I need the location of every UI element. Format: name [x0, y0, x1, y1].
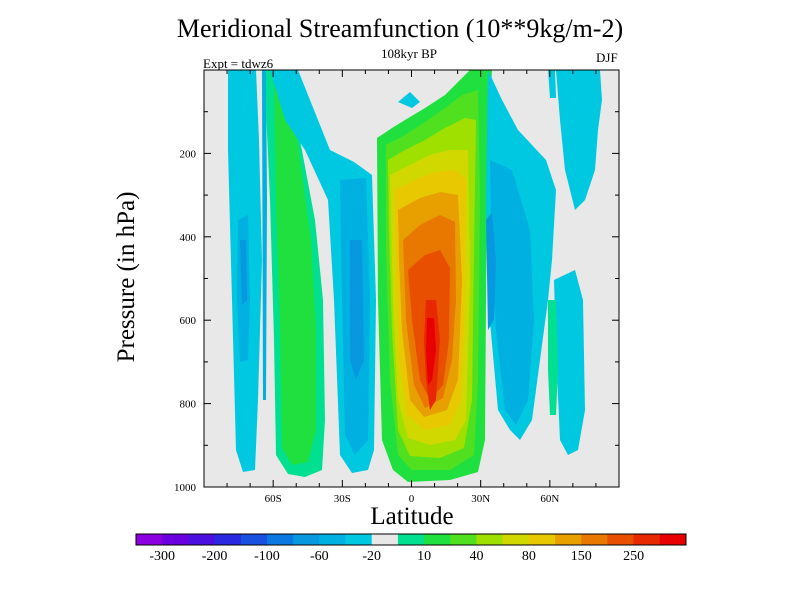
chart-title: Meridional Streamfunction (10**9kg/m-2) — [176, 14, 624, 43]
colorbar-label: -100 — [254, 549, 280, 564]
colorbar-swatch — [450, 534, 477, 545]
colorbar-swatch — [528, 534, 556, 545]
colorbar-label: 80 — [522, 549, 536, 564]
y-axis-ticks: 200 400 600 800 1000 — [174, 111, 619, 494]
colorbar-swatch — [581, 534, 608, 545]
y-tick-label: 400 — [180, 232, 197, 244]
colorbar-swatch — [214, 534, 242, 545]
colorbar-swatch — [397, 534, 425, 545]
x-axis-ticks: 60S 30S 0 30N 60N — [226, 70, 597, 505]
stripe-south — [262, 70, 267, 400]
colorbar-label: -20 — [362, 549, 381, 564]
colorbar-swatch — [293, 534, 320, 545]
y-tick-label: 600 — [180, 315, 197, 327]
colorbar-swatch — [188, 534, 216, 545]
colorbar-swatch — [502, 534, 530, 545]
cell-south-sub-core2 — [350, 240, 364, 380]
cell-south-mid-core — [274, 80, 316, 465]
colorbar-label: 150 — [571, 549, 592, 564]
colorbar-label: 40 — [469, 549, 483, 564]
colorbar-label: 250 — [623, 549, 644, 564]
x-axis-label: Latitude — [370, 503, 454, 530]
cell-north-high — [556, 70, 602, 210]
colorbar-label: 10 — [417, 549, 431, 564]
colorbar-swatch — [555, 534, 582, 545]
colorbar-swatch — [371, 534, 399, 545]
y-tick-label: 800 — [180, 399, 197, 411]
colorbar-swatch — [162, 534, 189, 545]
cell-north-sub-core2 — [486, 212, 496, 330]
colorbar-frame — [135, 533, 687, 546]
contour-fields — [228, 70, 602, 482]
colorbar-swatch — [345, 534, 373, 545]
colorbar-label: -60 — [310, 549, 329, 564]
colorbar-swatch — [476, 534, 504, 545]
x-tick-label: 30N — [471, 493, 490, 505]
colorbar-swatch — [240, 534, 268, 545]
x-tick-label: 60N — [540, 493, 559, 505]
cell-north-high-positive — [548, 300, 558, 415]
season-label: DJF — [596, 50, 618, 65]
colorbar-swatch — [607, 534, 635, 545]
colorbar-swatch — [659, 534, 687, 545]
y-tick-label: 200 — [180, 148, 197, 160]
x-tick-label: 60S — [265, 493, 282, 505]
cell-tropic-l10 — [426, 318, 436, 385]
experiment-label: Expt = tdwz6 — [203, 56, 274, 71]
colorbar-swatch — [424, 534, 451, 545]
cell-south-polar-core2 — [240, 240, 247, 305]
colorbar: -300 -200 -100 -60 -20 10 40 80 150 250 — [135, 533, 687, 564]
cell-north-high2 — [554, 270, 585, 455]
colorbar-label: -300 — [149, 549, 175, 564]
colorbar-swatch — [266, 534, 294, 545]
y-tick-label: 1000 — [174, 482, 197, 494]
colorbar-swatch — [633, 534, 661, 545]
cell-north-sub-core — [490, 160, 534, 425]
x-tick-label: 0 — [409, 493, 415, 505]
colorbar-swatch — [319, 534, 347, 545]
cell-north-upper — [398, 92, 420, 108]
x-tick-label: 30S — [334, 493, 351, 505]
chart-subtitle: 108kyr BP — [381, 46, 437, 61]
colorbar-swatch — [136, 534, 163, 545]
colorbar-label: -200 — [202, 549, 228, 564]
